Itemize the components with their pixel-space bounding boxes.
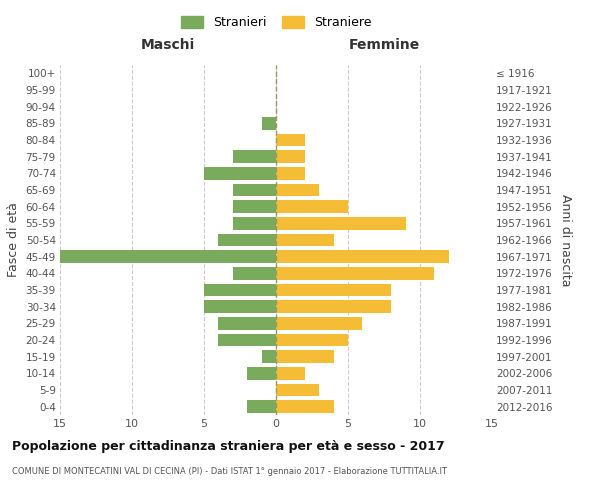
Bar xyxy=(218,334,276,346)
Bar xyxy=(247,367,276,380)
Y-axis label: Anni di nascita: Anni di nascita xyxy=(559,194,572,286)
Text: COMUNE DI MONTECATINI VAL DI CECINA (PI) - Dati ISTAT 1° gennaio 2017 - Elaboraz: COMUNE DI MONTECATINI VAL DI CECINA (PI)… xyxy=(12,468,447,476)
Bar xyxy=(276,384,319,396)
Bar xyxy=(233,200,276,213)
Text: Femmine: Femmine xyxy=(349,38,419,52)
Y-axis label: Fasce di età: Fasce di età xyxy=(7,202,20,278)
Bar xyxy=(233,150,276,163)
Bar xyxy=(276,267,434,280)
Bar xyxy=(276,300,391,313)
Bar xyxy=(276,317,362,330)
Bar xyxy=(218,317,276,330)
Bar xyxy=(276,334,348,346)
Bar xyxy=(276,367,305,380)
Bar xyxy=(276,200,348,213)
Bar xyxy=(276,284,391,296)
Bar xyxy=(276,400,334,413)
Bar xyxy=(276,217,406,230)
Bar xyxy=(247,400,276,413)
Bar xyxy=(204,167,276,179)
Bar xyxy=(276,150,305,163)
Bar xyxy=(262,350,276,363)
Bar xyxy=(233,184,276,196)
Bar xyxy=(233,267,276,280)
Bar xyxy=(276,167,305,179)
Bar xyxy=(218,234,276,246)
Bar xyxy=(204,284,276,296)
Bar xyxy=(276,350,334,363)
Bar xyxy=(60,250,276,263)
Bar xyxy=(276,234,334,246)
Bar xyxy=(262,117,276,130)
Legend: Stranieri, Straniere: Stranieri, Straniere xyxy=(176,11,377,34)
Bar xyxy=(276,250,449,263)
Bar xyxy=(233,217,276,230)
Text: Popolazione per cittadinanza straniera per età e sesso - 2017: Popolazione per cittadinanza straniera p… xyxy=(12,440,445,453)
Bar xyxy=(276,134,305,146)
Text: Maschi: Maschi xyxy=(141,38,195,52)
Bar xyxy=(276,184,319,196)
Bar xyxy=(204,300,276,313)
